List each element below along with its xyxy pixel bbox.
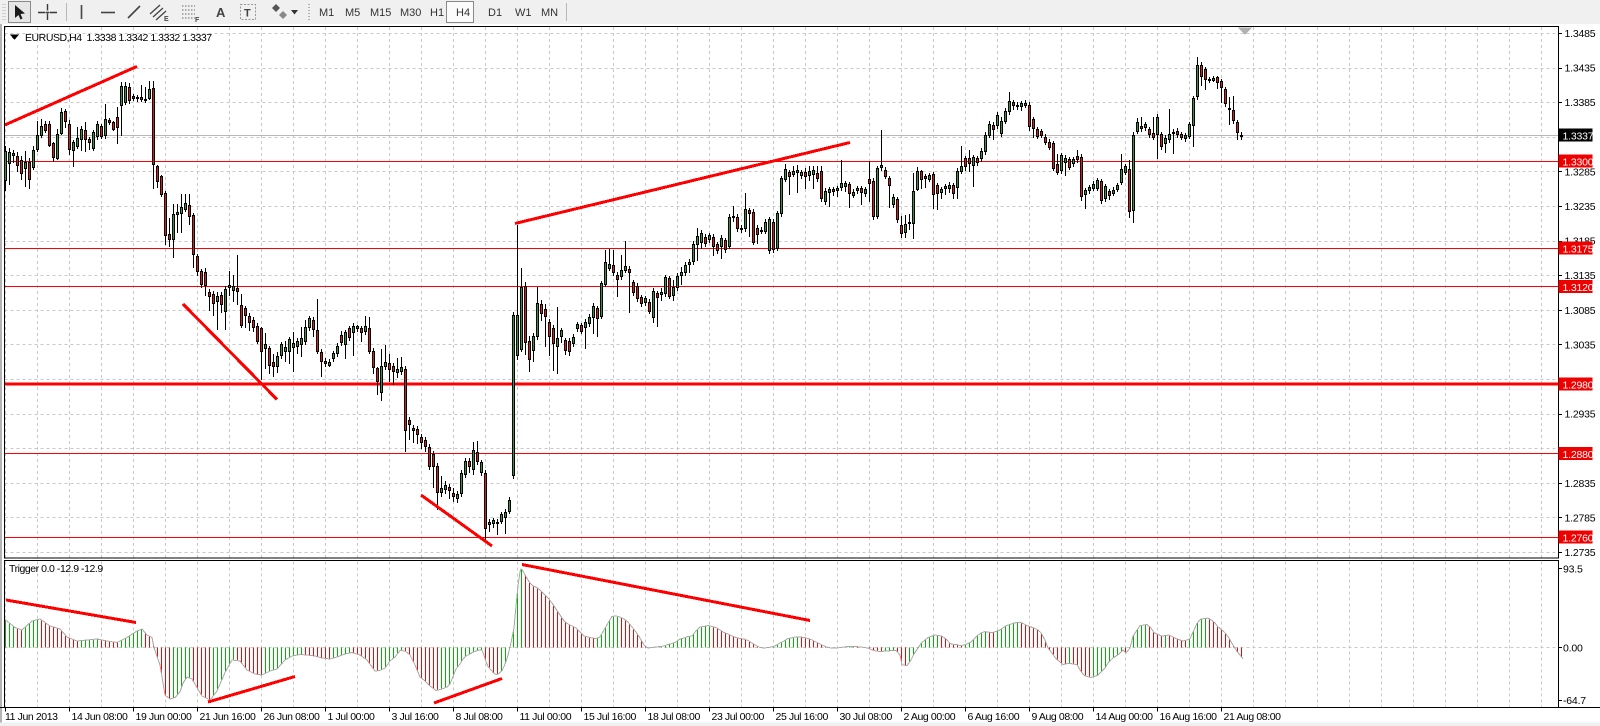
- svg-text:E: E: [164, 16, 169, 23]
- svg-text:1.3135: 1.3135: [1565, 270, 1596, 282]
- svg-text:3 Jul 16:00: 3 Jul 16:00: [392, 711, 440, 723]
- svg-text:26 Jun 08:00: 26 Jun 08:00: [264, 711, 320, 723]
- svg-text:14 Jun 08:00: 14 Jun 08:00: [72, 711, 128, 723]
- svg-text:MN: MN: [541, 7, 558, 19]
- svg-text:19 Jun 00:00: 19 Jun 00:00: [136, 711, 192, 723]
- svg-text:2 Aug 00:00: 2 Aug 00:00: [904, 711, 956, 723]
- svg-text:A: A: [216, 5, 226, 20]
- svg-text:1.2760: 1.2760: [1563, 533, 1594, 545]
- svg-text:1.2785: 1.2785: [1565, 512, 1596, 524]
- svg-text:Trigger 0.0 -12.9 -12.9: Trigger 0.0 -12.9 -12.9: [9, 563, 103, 575]
- svg-text:1.3435: 1.3435: [1565, 63, 1596, 75]
- svg-text:M5: M5: [345, 7, 360, 19]
- svg-text:25 Jul 16:00: 25 Jul 16:00: [776, 711, 829, 723]
- svg-text:1.3235: 1.3235: [1565, 201, 1596, 213]
- svg-text:8 Jul 08:00: 8 Jul 08:00: [456, 711, 504, 723]
- svg-text:21 Aug 08:00: 21 Aug 08:00: [1224, 711, 1282, 723]
- svg-text:1.3300: 1.3300: [1563, 157, 1594, 169]
- svg-text:14 Aug 00:00: 14 Aug 00:00: [1096, 711, 1154, 723]
- svg-text:1.2935: 1.2935: [1565, 409, 1596, 421]
- svg-text:H1: H1: [430, 7, 444, 19]
- svg-text:6 Aug 16:00: 6 Aug 16:00: [968, 711, 1020, 723]
- svg-text:1.3085: 1.3085: [1565, 305, 1596, 317]
- svg-text:11 Jun 2013: 11 Jun 2013: [5, 711, 58, 723]
- svg-text:1.3035: 1.3035: [1565, 339, 1596, 351]
- svg-text:93.5: 93.5: [1563, 564, 1583, 576]
- svg-text:1.3175: 1.3175: [1563, 244, 1594, 256]
- svg-text:F: F: [195, 17, 200, 24]
- svg-text:M1: M1: [319, 7, 334, 19]
- svg-text:23 Jul 00:00: 23 Jul 00:00: [712, 711, 765, 723]
- svg-text:9 Aug 08:00: 9 Aug 08:00: [1032, 711, 1084, 723]
- svg-text:1.3485: 1.3485: [1565, 28, 1596, 40]
- svg-text:16 Aug 16:00: 16 Aug 16:00: [1160, 711, 1218, 723]
- svg-text:1.3120: 1.3120: [1563, 282, 1594, 294]
- svg-text:18 Jul 08:00: 18 Jul 08:00: [648, 711, 701, 723]
- svg-text:1.3385: 1.3385: [1565, 97, 1596, 109]
- svg-text:D1: D1: [488, 7, 502, 19]
- svg-text:1.2835: 1.2835: [1565, 478, 1596, 490]
- svg-text:21 Jun 16:00: 21 Jun 16:00: [200, 711, 256, 723]
- svg-text:15 Jul 16:00: 15 Jul 16:00: [584, 711, 637, 723]
- svg-text:T: T: [244, 8, 251, 20]
- svg-text:1.2980: 1.2980: [1563, 380, 1594, 392]
- svg-text:11 Jul 00:00: 11 Jul 00:00: [520, 711, 572, 723]
- svg-text:H4: H4: [456, 7, 470, 19]
- svg-text:W1: W1: [515, 7, 532, 19]
- svg-text:1.3285: 1.3285: [1565, 166, 1596, 178]
- svg-text:M30: M30: [400, 7, 421, 19]
- svg-text:M15: M15: [370, 7, 391, 19]
- svg-text:1.3337: 1.3337: [1563, 131, 1594, 143]
- svg-text:1.2880: 1.2880: [1563, 449, 1594, 461]
- svg-text:0.00: 0.00: [1563, 643, 1583, 655]
- svg-text:EURUSD,H4 1.3338 1.3342 1.333: EURUSD,H4 1.3338 1.3342 1.3332 1.3337: [25, 32, 212, 44]
- svg-text:1.2735: 1.2735: [1565, 547, 1596, 559]
- svg-text:-64.7: -64.7: [1563, 695, 1586, 707]
- svg-text:30 Jul 08:00: 30 Jul 08:00: [840, 711, 893, 723]
- svg-text:1 Jul 00:00: 1 Jul 00:00: [328, 711, 376, 723]
